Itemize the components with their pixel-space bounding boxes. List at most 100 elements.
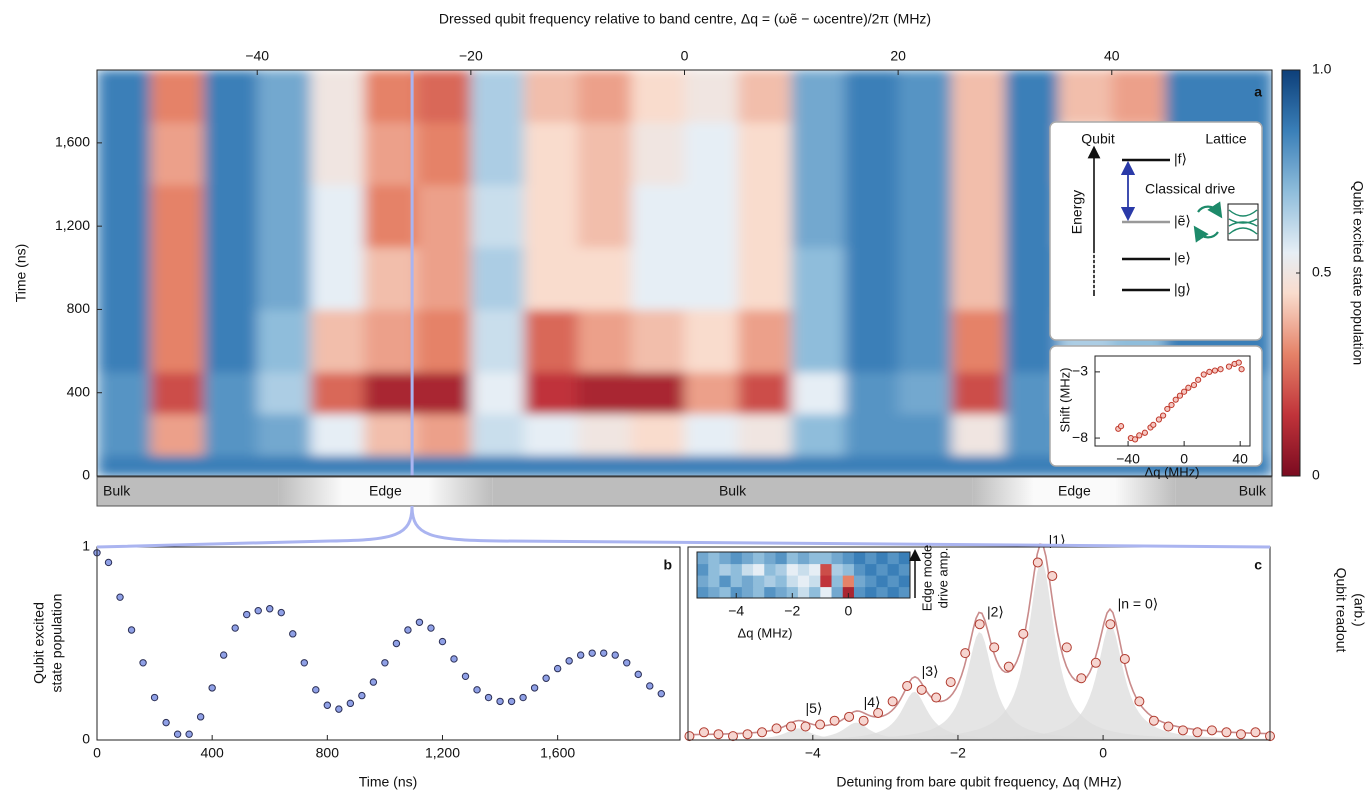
x-tick-label: 400 (200, 745, 224, 761)
heatmap-cell (764, 575, 776, 587)
heatmap-cell (417, 247, 471, 310)
heatmap-cell (820, 587, 832, 599)
heatmap-cell (845, 455, 899, 476)
heatmap-cell (524, 247, 578, 310)
heatmap-cell (417, 309, 471, 372)
data-point (370, 679, 376, 685)
data-point (624, 660, 630, 666)
heatmap-cell (257, 372, 311, 414)
heatmap-cell (97, 185, 151, 248)
heatmap-cell (417, 414, 471, 456)
heatmap-cell (809, 575, 821, 587)
level-label: |ẽ⟩ (1174, 213, 1191, 229)
heatmap-cell (719, 552, 731, 564)
y-axis-title: Shift (MHz) (1057, 368, 1072, 433)
heatmap-cell (952, 372, 1006, 414)
heatmap-cell (708, 552, 720, 564)
data-point (220, 652, 226, 658)
x-tick-label: 1,200 (425, 745, 460, 761)
heatmap-cell (876, 564, 888, 576)
y-tick-label: 0 (82, 731, 90, 747)
heatmap-cell (708, 564, 720, 576)
y-axis-title: Qubit readout (1333, 568, 1349, 653)
heatmap-cell (845, 70, 899, 123)
data-point (428, 625, 434, 631)
heatmap-cell (845, 122, 899, 185)
heatmap-cell (738, 455, 792, 476)
heatmap-cell (832, 575, 844, 587)
heatmap-cell (97, 122, 151, 185)
data-point (1151, 422, 1156, 427)
heatmap-cell (865, 552, 877, 564)
heatmap-cell (97, 247, 151, 310)
heatmap-cell (364, 185, 418, 248)
heatmap-cell (150, 247, 204, 310)
data-point (1178, 726, 1187, 735)
x-tick-label: 800 (316, 745, 340, 761)
heatmap-cell (809, 587, 821, 599)
heatmap-cell (845, 372, 899, 414)
heatmap-cell (952, 185, 1006, 248)
heatmap-cell (899, 575, 911, 587)
heatmap-cell (631, 70, 685, 123)
heatmap-cell (578, 185, 632, 248)
data-point (324, 702, 330, 708)
data-point (336, 706, 342, 712)
heatmap-cell (952, 414, 1006, 456)
heatmap-cell (820, 552, 832, 564)
data-point (278, 609, 284, 615)
x-tick-label: −2 (950, 745, 966, 761)
colorbar-title: Qubit excited state population (1350, 181, 1366, 365)
heatmap-cell (1112, 70, 1166, 123)
heatmap-cell (364, 247, 418, 310)
heatmap-cell (775, 552, 787, 564)
data-point (1186, 385, 1191, 390)
diagram-qubit: Qubit (1081, 131, 1115, 147)
x-tick-label: −40 (245, 48, 269, 64)
heatmap-cell (876, 552, 888, 564)
heatmap-cell (854, 587, 866, 599)
data-point (485, 694, 491, 700)
heatmap-cell (753, 575, 765, 587)
heatmap-cell (204, 455, 258, 476)
heatmap-cell (791, 309, 845, 372)
y-tick-label: 1,200 (55, 217, 90, 233)
data-point (151, 694, 157, 700)
y-tick-label: −8 (1072, 429, 1088, 445)
data-point (1207, 726, 1216, 735)
data-point (1212, 368, 1217, 373)
heatmap-cell (898, 185, 952, 248)
heatmap-cell (578, 70, 632, 123)
heatmap-cell (742, 552, 754, 564)
diagram-drive: Classical drive (1145, 181, 1235, 197)
data-point (163, 719, 169, 725)
y-axis-title: state population (49, 594, 65, 693)
data-point (975, 620, 984, 629)
heatmap-cell (798, 564, 810, 576)
data-point (1048, 571, 1057, 580)
data-point (859, 716, 868, 725)
level-label: |g⟩ (1174, 281, 1191, 297)
peak-label: |n = 0⟩ (1118, 596, 1159, 612)
heatmap-cell (731, 564, 743, 576)
heatmap-cell (311, 455, 365, 476)
data-point (903, 681, 912, 690)
panel-label: c (1254, 557, 1262, 573)
y-axis-title: (arb.) (1351, 593, 1367, 626)
y-tick-label: 1 (82, 538, 90, 554)
data-point (888, 697, 897, 706)
heatmap-cell (832, 587, 844, 599)
data-point (1201, 372, 1206, 377)
heatmap-cell (742, 564, 754, 576)
heatmap-cell (888, 564, 900, 576)
heatmap-cell (764, 564, 776, 576)
heatmap-cell (257, 122, 311, 185)
data-point (174, 731, 180, 737)
heatmap-cell (311, 70, 365, 123)
heatmap-cell (471, 70, 525, 123)
heatmap-cell (898, 414, 952, 456)
data-point (728, 732, 737, 741)
heatmap-cell (1165, 70, 1219, 123)
heatmap-cell (578, 455, 632, 476)
heatmap-cell (798, 552, 810, 564)
